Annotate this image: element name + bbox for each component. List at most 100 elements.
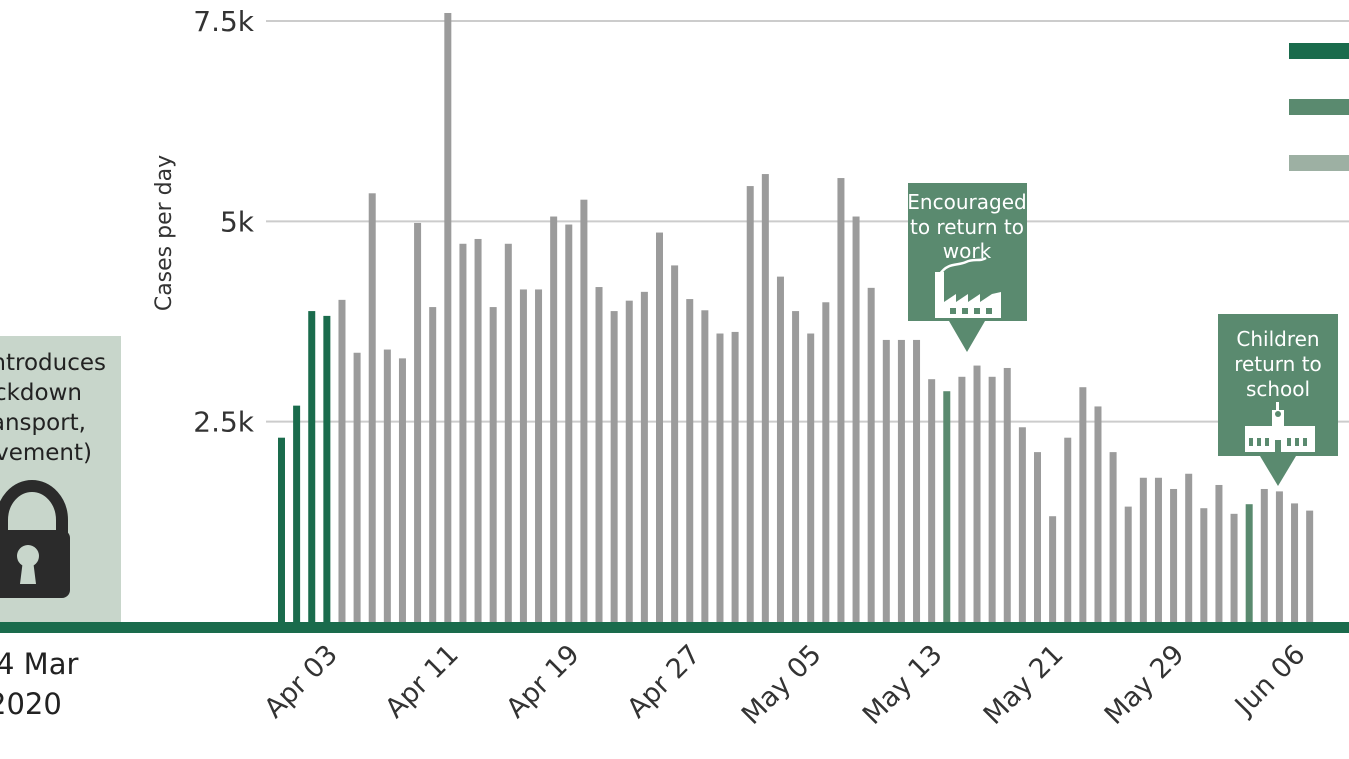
x-tick-label: Apr 11 xyxy=(379,639,464,724)
bar xyxy=(550,216,558,622)
y-tick-label: 7.5k xyxy=(193,5,255,38)
x-tick-label: Apr 03 xyxy=(258,639,343,724)
annotation-school-return-pointer xyxy=(1260,456,1296,486)
bar xyxy=(1291,503,1299,622)
bar xyxy=(1094,406,1102,622)
bar xyxy=(308,311,316,622)
annotation-school-return-line-1: Children xyxy=(1236,327,1319,351)
annotation-return-to-work: Encouraged to return to work xyxy=(907,183,1027,352)
bar xyxy=(943,391,951,622)
annotation-return-to-work-line-1: Encouraged xyxy=(907,190,1026,214)
factory-icon xyxy=(935,256,1001,318)
bar xyxy=(640,291,648,622)
bar xyxy=(807,333,815,622)
bar xyxy=(1034,452,1041,622)
bar xyxy=(429,307,437,622)
y-tick-labels: 2.5k 5k 7.5k xyxy=(193,5,255,439)
bar xyxy=(595,287,603,622)
annotation-return-to-work-line-2: to return to xyxy=(910,215,1024,239)
bar xyxy=(1260,488,1268,622)
bar xyxy=(1124,506,1132,622)
bar xyxy=(1109,452,1117,622)
bar xyxy=(383,349,391,622)
annotation-school-return: Children return to school xyxy=(1218,314,1338,486)
x-tick-label: May 05 xyxy=(736,639,828,731)
lockdown-panel-line-3: ansport, xyxy=(0,410,86,436)
bar xyxy=(625,300,633,622)
bar xyxy=(504,243,512,622)
bar xyxy=(1215,484,1223,622)
lockdown-panel-line-4: ovement) xyxy=(0,440,92,466)
bar xyxy=(398,358,406,622)
bar xyxy=(444,12,452,622)
bar xyxy=(792,311,800,622)
bar xyxy=(731,331,739,622)
bar xyxy=(822,302,830,622)
bar xyxy=(459,243,467,622)
legend-swatch xyxy=(1289,43,1349,59)
bar xyxy=(1230,513,1238,622)
x-tick-label: May 29 xyxy=(1099,639,1191,731)
bar xyxy=(293,405,301,622)
x-tick-labels: Apr 03 Apr 11 Apr 19 Apr 27 May 05 May 13 May … xyxy=(258,639,1311,731)
lock-icon xyxy=(0,480,70,598)
bar xyxy=(1170,488,1178,622)
bar xyxy=(1003,367,1011,622)
bar xyxy=(1139,477,1147,622)
x-tick-label: Jun 06 xyxy=(1228,639,1312,723)
legend-swatch xyxy=(1289,155,1349,171)
annotation-school-return-line-3: school xyxy=(1246,377,1310,401)
bar xyxy=(716,333,724,622)
bar xyxy=(278,437,285,622)
bar xyxy=(776,276,784,622)
bar xyxy=(852,216,860,622)
bar xyxy=(656,232,663,622)
lockdown-panel-line-2: ckdown xyxy=(0,380,82,406)
bar xyxy=(565,224,573,622)
bar xyxy=(338,299,346,622)
bar xyxy=(489,307,497,622)
bar xyxy=(1275,491,1283,622)
bar xyxy=(1064,437,1072,622)
bar xyxy=(580,199,588,622)
bar xyxy=(671,265,679,622)
x-tick-label: Apr 27 xyxy=(621,639,706,724)
start-date-label-line-2: 2020 xyxy=(0,687,62,721)
bar xyxy=(837,178,845,622)
bar xyxy=(1049,516,1057,622)
annotation-school-return-line-2: return to xyxy=(1234,352,1322,376)
bar xyxy=(474,238,482,623)
y-axis-label: Cases per day xyxy=(152,155,177,311)
bar xyxy=(1200,508,1208,622)
start-date-label-line-1: 4 Mar xyxy=(0,647,78,681)
bar xyxy=(353,352,361,622)
x-tick-label: May 21 xyxy=(978,639,1070,731)
bar xyxy=(1185,473,1193,622)
bar xyxy=(867,287,875,622)
bar xyxy=(535,289,543,622)
legend-swatch xyxy=(1289,99,1349,115)
bar xyxy=(973,365,981,622)
bar xyxy=(928,379,936,622)
bar xyxy=(519,289,527,622)
bar xyxy=(686,299,694,622)
bar xyxy=(1245,504,1253,622)
y-tick-label: 5k xyxy=(220,205,255,238)
legend xyxy=(1289,43,1349,171)
lockdown-panel-line-1: introduces xyxy=(0,350,106,376)
bar xyxy=(414,222,422,622)
baseline xyxy=(0,622,1349,633)
bar xyxy=(746,186,754,623)
school-icon xyxy=(1245,402,1315,452)
bar xyxy=(610,311,618,622)
bars xyxy=(278,12,1314,623)
bar xyxy=(897,339,905,622)
bar xyxy=(988,376,996,622)
bar xyxy=(701,310,709,622)
bar xyxy=(1018,427,1026,622)
x-tick-label: May 13 xyxy=(857,639,949,731)
bar xyxy=(913,339,921,622)
bar xyxy=(1154,477,1162,622)
lockdown-panel: introduces ckdown ansport, ovement) xyxy=(0,336,121,622)
